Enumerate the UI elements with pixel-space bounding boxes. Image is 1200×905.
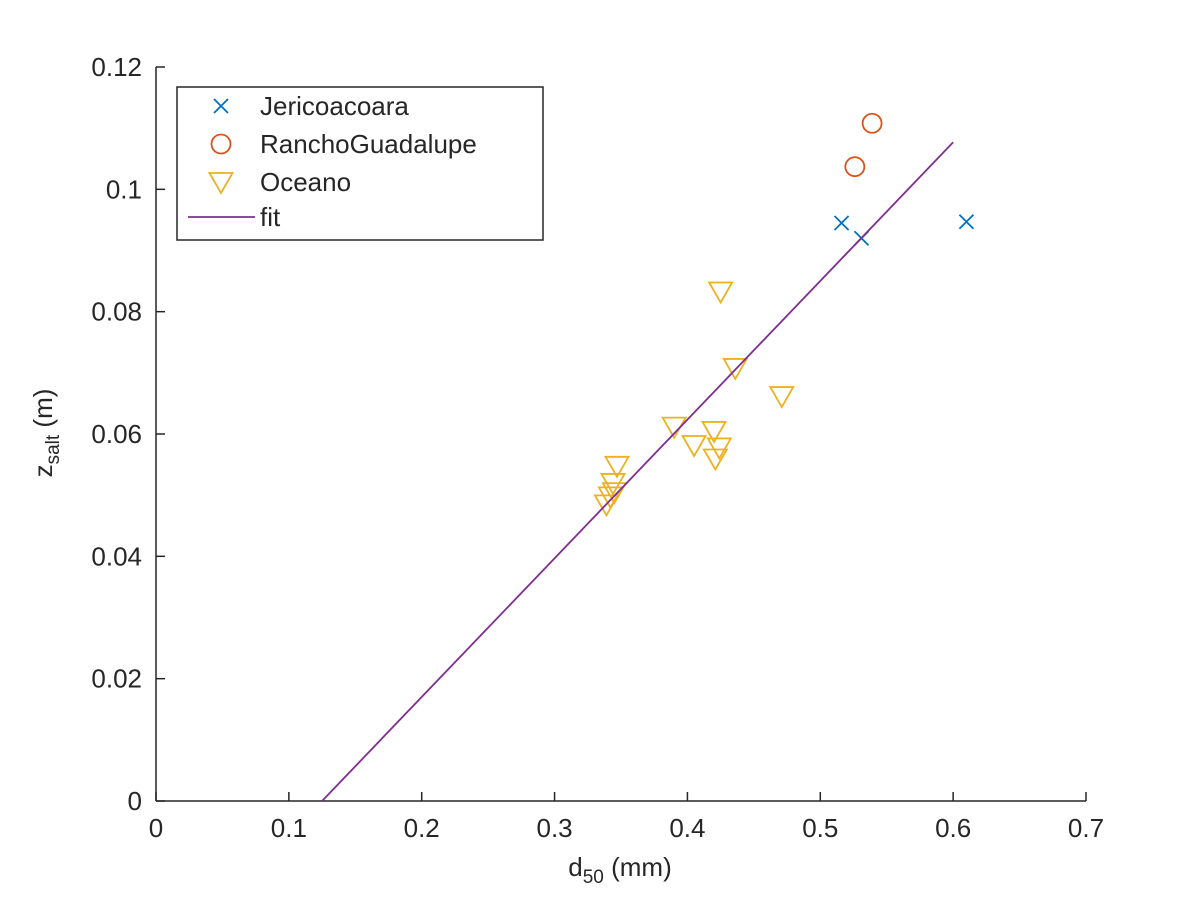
legend: Jericoacoara RanchoGuadalupe Oceano fit [176,86,544,241]
legend-swatch-jericoacoara [213,98,229,114]
data-point-oceano [768,386,795,409]
legend-swatch-oceano [207,172,235,195]
y-tick-label: 0.1 [106,174,142,204]
legend-label-fit: fit [260,202,281,232]
y-tick-label: 0 [128,786,142,816]
y-tick-label: 0.08 [91,297,142,327]
x-tick-label: 0.3 [536,813,572,843]
y-tick-label: 0.06 [91,419,142,449]
x-tick-label: 0.1 [271,813,307,843]
data-point-oceano [597,486,624,510]
data-point-oceano [681,435,708,458]
x-axis-label: d50 (mm) [568,852,671,888]
data-point-oceano [706,437,733,461]
plot-area [321,112,975,802]
data-point-jericoacoara [958,214,975,230]
data-point-ranchoguadalupe [861,112,883,134]
data-point-oceano [603,455,631,479]
x-tick-label: 0.4 [669,813,705,843]
fit-line [321,141,954,802]
x-tick-label: 0 [149,813,163,843]
y-tick-label: 0.12 [91,52,142,82]
data-point-oceano [722,358,749,381]
x-tick-label: 0.7 [1068,813,1104,843]
legend-swatch-ranchoguadalupe [210,133,232,155]
data-point-oceano [601,482,628,505]
x-tick-label: 0.6 [935,813,971,843]
legend-box [176,86,544,241]
data-point-oceano [707,281,734,305]
x-tick-label: 0.2 [404,813,440,843]
data-point-oceano [702,448,729,472]
data-point-ranchoguadalupe [844,156,866,178]
legend-label-jericoacoara: Jericoacoara [260,91,409,121]
axes: 0 0.1 0.2 0.3 0.4 0.5 0.6 0.7 0 0.02 0.04 0.06 0.08 0… [91,52,1104,843]
data-point-oceano [599,473,627,496]
y-tick-label: 0.02 [91,664,142,694]
data-point-oceano [700,421,728,444]
legend-label-ranchoguadalupe: RanchoGuadalupe [260,129,477,159]
legend-label-oceano: Oceano [260,167,351,197]
data-point-jericoacoara [833,215,850,231]
y-tick-label: 0.04 [91,541,142,571]
y-axis-label: zsalt (m) [28,389,64,478]
x-tick-label: 0.5 [802,813,838,843]
